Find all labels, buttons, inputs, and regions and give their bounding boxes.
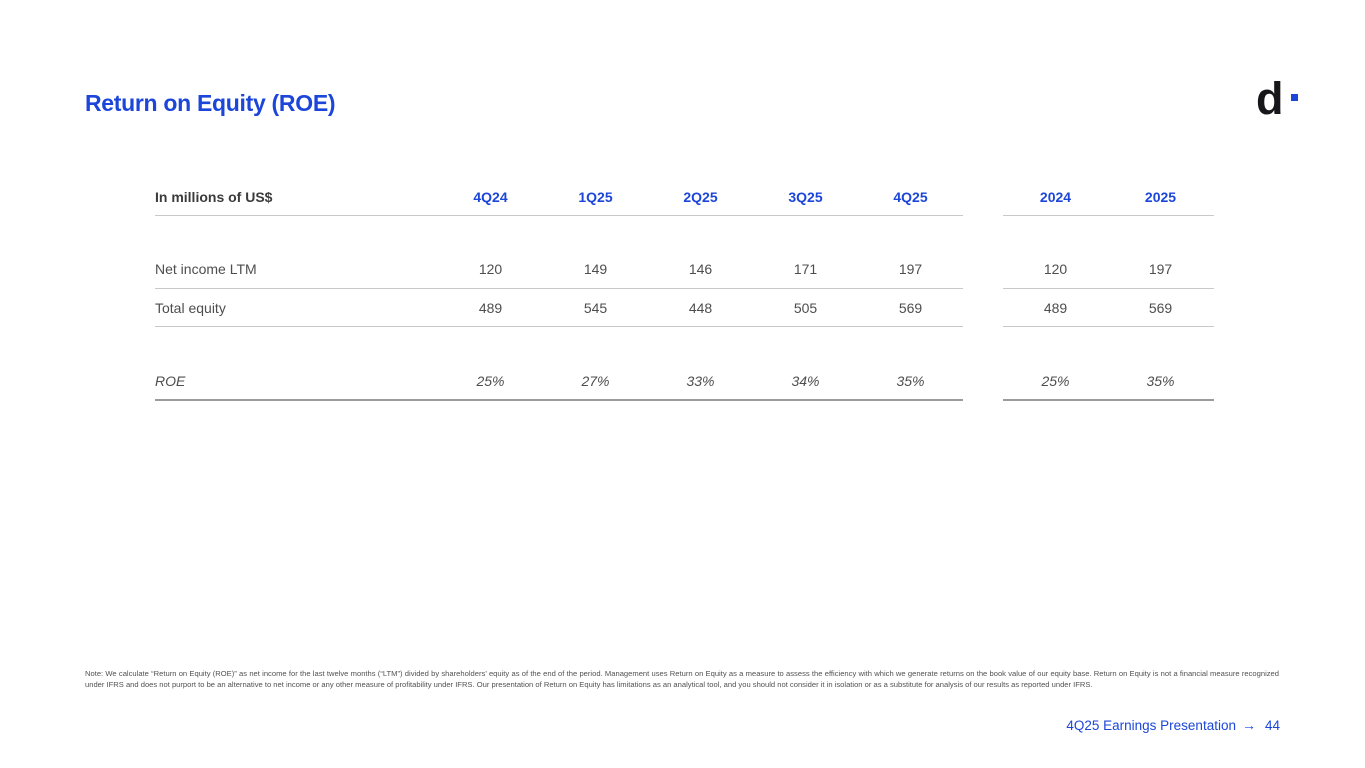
table-cell: 120 [478, 261, 503, 277]
table-cell: 489 [478, 299, 503, 316]
footer: 4Q25 Earnings Presentation → 44 [1066, 717, 1280, 733]
row-quarter-section: ROE 25% 27% 33% 34% 35% [155, 363, 963, 401]
table-cell: 569 [1148, 299, 1173, 316]
table-cell: 34% [791, 373, 820, 389]
table-cell: 33% [686, 373, 715, 389]
page-title: Return on Equity (ROE) [85, 90, 336, 116]
column-header-4q25: 4Q25 [893, 188, 928, 205]
table-spacer [155, 216, 1215, 250]
logo-dot-icon [1290, 93, 1298, 101]
page-number: 44 [1264, 717, 1280, 733]
row-quarter-section: Total equity 489 545 448 505 569 [155, 289, 963, 327]
unit-label: In millions of US$ [155, 188, 273, 205]
header-year-section: 2024 2025 [1003, 178, 1214, 216]
arrow-right-icon: → [1241, 717, 1256, 733]
logo-letter: d [1256, 73, 1283, 124]
section-gap [963, 250, 1003, 289]
table-cell: 149 [583, 261, 608, 277]
column-header-2025: 2025 [1144, 188, 1177, 205]
section-gap [963, 178, 1003, 216]
row-label: Net income LTM [155, 261, 257, 277]
column-header-1q25: 1Q25 [578, 188, 613, 205]
row-label: ROE [155, 373, 186, 389]
table-spacer [155, 327, 1215, 363]
column-header-4q24: 4Q24 [473, 188, 508, 205]
row-quarter-section: Net income LTM 120 149 146 171 197 [155, 250, 963, 289]
footer-label: 4Q25 Earnings Presentation [1066, 717, 1236, 733]
section-gap [963, 363, 1003, 401]
row-year-section: 120 197 [1003, 250, 1214, 289]
table-cell: 25% [476, 373, 505, 389]
table-cell: 35% [896, 373, 925, 389]
table-cell: 146 [688, 261, 713, 277]
column-header-2024: 2024 [1039, 188, 1072, 205]
table-row-roe: ROE 25% 27% 33% 34% 35% 25% 35% [155, 363, 1215, 401]
table-header-row: In millions of US$ 4Q24 1Q25 2Q25 3Q25 4… [155, 178, 1215, 216]
table-row-net-income: Net income LTM 120 149 146 171 197 120 1… [155, 250, 1215, 289]
table-cell: 120 [1043, 261, 1068, 277]
table-cell: 569 [898, 299, 923, 316]
table-cell: 505 [793, 299, 818, 316]
column-header-2q25: 2Q25 [683, 188, 718, 205]
table-row-total-equity: Total equity 489 545 448 505 569 489 569 [155, 289, 1215, 327]
table-cell: 197 [1148, 261, 1173, 277]
table-cell: 489 [1043, 299, 1068, 316]
roe-table: In millions of US$ 4Q24 1Q25 2Q25 3Q25 4… [155, 178, 1215, 401]
column-header-3q25: 3Q25 [788, 188, 823, 205]
header-quarter-section: In millions of US$ 4Q24 1Q25 2Q25 3Q25 4… [155, 178, 963, 216]
table-cell: 25% [1041, 373, 1070, 389]
row-year-section: 25% 35% [1003, 363, 1214, 401]
table-cell: 545 [583, 299, 608, 316]
footnote: Note: We calculate “Return on Equity (RO… [85, 669, 1279, 689]
row-label: Total equity [155, 299, 226, 316]
dlocal-logo: d [1256, 73, 1298, 124]
table-cell: 171 [793, 261, 818, 277]
table-cell: 27% [581, 373, 610, 389]
table-cell: 448 [688, 299, 713, 316]
row-year-section: 489 569 [1003, 289, 1214, 327]
table-cell: 197 [898, 261, 923, 277]
table-cell: 35% [1146, 373, 1175, 389]
section-gap [963, 289, 1003, 327]
